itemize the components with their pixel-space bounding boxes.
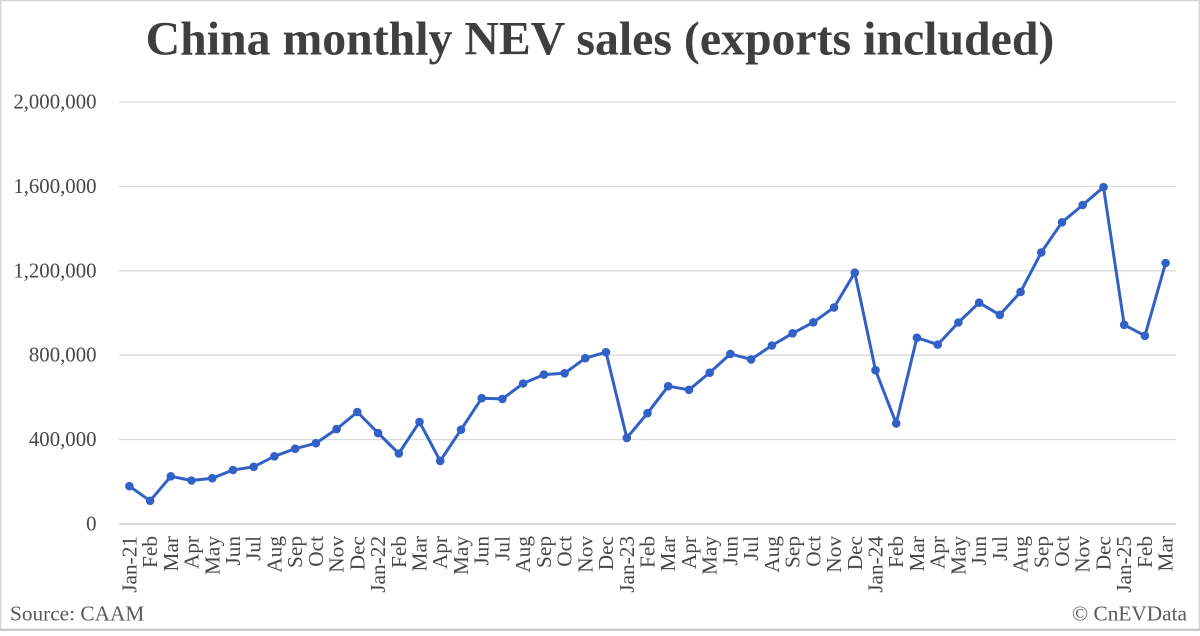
svg-text:Mar: Mar [905,536,929,571]
svg-text:Apr: Apr [677,536,701,569]
svg-text:Sep: Sep [283,536,307,568]
svg-text:Source: CAAM: Source: CAAM [10,602,144,626]
svg-text:Mar: Mar [408,536,432,571]
svg-text:Oct: Oct [553,536,577,567]
svg-text:Feb: Feb [636,536,660,568]
svg-text:Mar: Mar [159,536,183,571]
svg-text:May: May [698,536,722,575]
svg-text:Aug: Aug [1009,536,1033,573]
svg-text:May: May [200,536,224,575]
svg-text:Jan-25: Jan-25 [1112,536,1136,593]
svg-text:Jul: Jul [242,536,266,561]
svg-text:1,200,000: 1,200,000 [13,259,96,282]
svg-text:Jun: Jun [718,536,742,566]
svg-text:0: 0 [86,513,96,536]
svg-text:Apr: Apr [428,536,452,569]
svg-text:Sep: Sep [1029,536,1053,568]
svg-text:Dec: Dec [843,536,867,570]
svg-text:Feb: Feb [884,536,908,568]
svg-text:Jul: Jul [988,536,1012,561]
svg-text:1,600,000: 1,600,000 [13,175,96,198]
svg-text:Dec: Dec [594,536,618,570]
svg-text:May: May [946,536,970,575]
svg-text:Oct: Oct [801,536,825,567]
svg-text:2,000,000: 2,000,000 [13,91,96,114]
svg-text:Apr: Apr [926,536,950,569]
svg-text:Apr: Apr [180,536,204,569]
svg-text:Dec: Dec [345,536,369,570]
svg-text:Mar: Mar [656,536,680,571]
svg-text:Sep: Sep [781,536,805,568]
svg-text:© CnEVData: © CnEVData [1072,602,1187,626]
svg-text:Nov: Nov [573,536,597,573]
svg-text:400,000: 400,000 [29,428,97,451]
svg-text:Aug: Aug [760,536,784,573]
svg-text:Feb: Feb [138,536,162,568]
svg-text:Jan-23: Jan-23 [615,536,639,593]
svg-text:Nov: Nov [1071,536,1095,573]
svg-text:Oct: Oct [304,536,328,567]
svg-text:Mar: Mar [1154,536,1178,571]
svg-text:May: May [449,536,473,575]
svg-text:Aug: Aug [262,536,286,573]
svg-text:Oct: Oct [1050,536,1074,567]
svg-text:Jul: Jul [490,536,514,561]
svg-text:Feb: Feb [1133,536,1157,568]
svg-text:Jun: Jun [470,536,494,566]
svg-text:China monthly NEV sales (expor: China monthly NEV sales (exports include… [146,13,1055,66]
svg-text:Dec: Dec [1092,536,1116,570]
svg-text:Jan-24: Jan-24 [864,536,888,593]
svg-text:Jan-22: Jan-22 [366,536,390,593]
svg-text:Nov: Nov [822,536,846,573]
svg-text:Jun: Jun [967,536,991,566]
svg-text:Jun: Jun [221,536,245,566]
svg-text:Jan-21: Jan-21 [117,536,141,593]
svg-text:Aug: Aug [511,536,535,573]
svg-text:Sep: Sep [532,536,556,568]
svg-text:800,000: 800,000 [29,344,97,367]
svg-text:Nov: Nov [325,536,349,573]
svg-text:Feb: Feb [387,536,411,568]
svg-text:Jul: Jul [739,536,763,561]
